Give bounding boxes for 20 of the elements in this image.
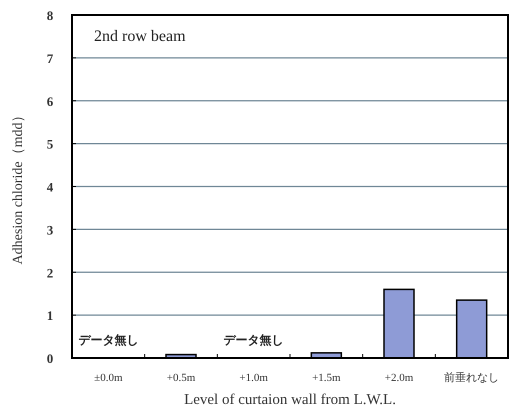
y-tick-label: 0 <box>46 351 54 366</box>
x-tick-label: +0.5m <box>166 372 196 384</box>
y-tick-label: 3 <box>46 222 54 238</box>
text: 2nd row beam <box>94 28 186 45</box>
y-tick-label: 6 <box>46 94 54 109</box>
y-tick-label: 4 <box>46 180 54 194</box>
annotation: データ無し <box>224 333 284 347</box>
x-tick-label: 前垂れなし <box>444 371 500 384</box>
x-tick-label: +1.0m <box>239 372 268 384</box>
x-axis-title: Level of curtaion wall from L.W.L. <box>184 392 396 408</box>
x-tick-label: +1.5m <box>312 372 342 384</box>
x-tick-label: ±0.0m <box>94 372 123 384</box>
y-tick-label: 7 <box>46 50 54 66</box>
y-tick-label: 5 <box>46 136 54 152</box>
y-tick-label: 2 <box>46 265 54 280</box>
x-tick-label: +2.0m <box>384 372 414 384</box>
y-axis-title: Adhesion chloride（mdd） <box>11 108 26 264</box>
y-tick-label: 8 <box>46 8 54 23</box>
annotation: データ無し <box>78 333 138 347</box>
y-tick-label: 1 <box>46 308 54 324</box>
